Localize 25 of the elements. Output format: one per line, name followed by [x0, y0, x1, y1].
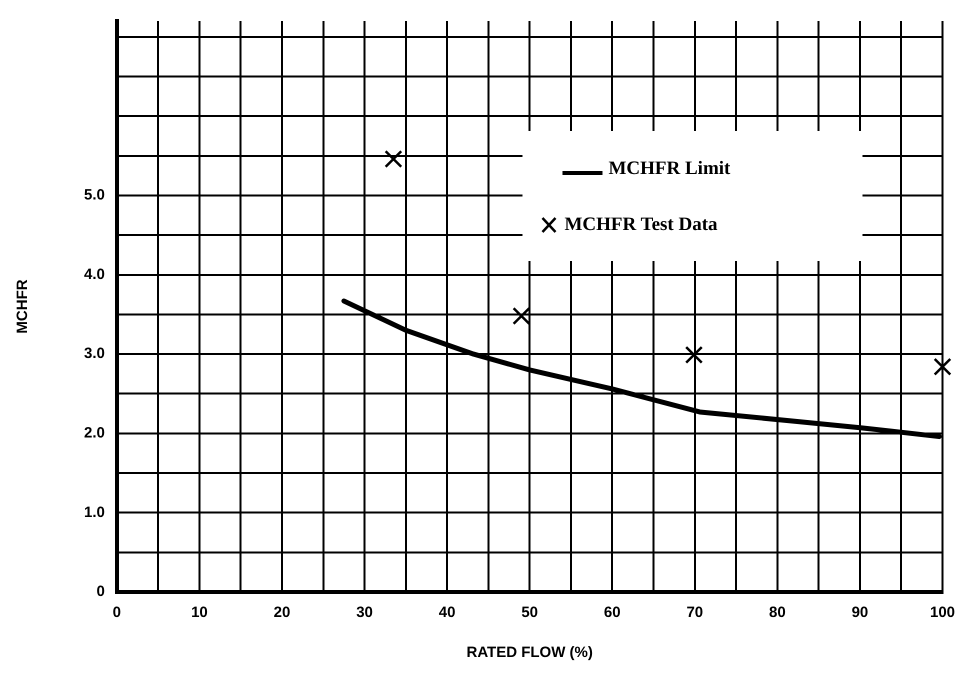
y-tick-label: 4.0 — [84, 266, 105, 283]
x-tick-label: 80 — [769, 604, 786, 622]
x-tick-label: 100 — [930, 604, 955, 622]
y-tick-label: 3.0 — [84, 345, 105, 362]
point — [684, 346, 703, 364]
x-tick-label: 10 — [191, 604, 208, 622]
x-tick-label: 30 — [356, 604, 373, 622]
x-axis-title: RATED FLOW (%) — [466, 644, 593, 662]
point — [933, 358, 952, 376]
x-tick-label: 40 — [438, 604, 456, 622]
y-tick-label: 0 — [96, 583, 105, 600]
point — [384, 150, 402, 168]
y-tick-label: 2.0 — [84, 424, 105, 442]
y-axis-title: MCHFR — [14, 279, 32, 334]
legend-label: MCHFR Limit — [608, 158, 732, 179]
x-tick-label: 70 — [686, 604, 704, 622]
y-tick-label: 1.0 — [84, 504, 105, 521]
x-tick-label: 50 — [521, 604, 538, 622]
point — [512, 306, 530, 326]
legend-label: MCHFR Test Data — [564, 214, 718, 235]
y-tick-label: 5.0 — [84, 186, 105, 204]
x-tick-label: 90 — [852, 604, 868, 622]
x-tick-label: 20 — [274, 604, 290, 622]
x-tick-label: 60 — [604, 604, 621, 622]
x-tick-label: 0 — [112, 604, 122, 622]
